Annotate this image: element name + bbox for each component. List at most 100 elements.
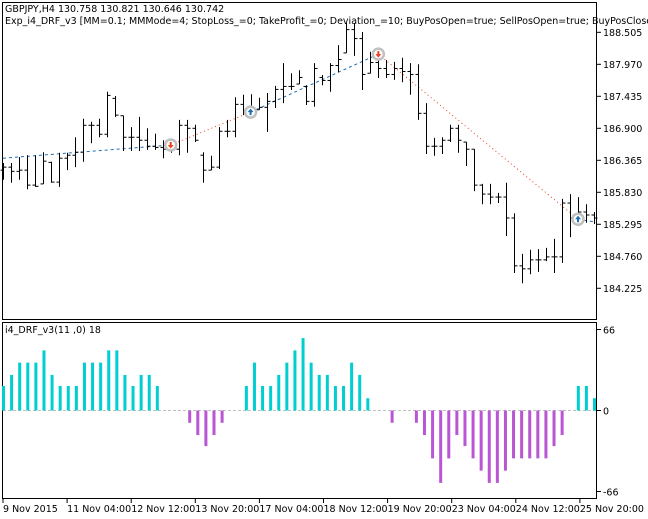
ohlc-bar	[296, 70, 303, 85]
ohlc-bar	[288, 73, 295, 91]
price-tick-label: 185.295	[603, 220, 642, 231]
ohlc-bar	[256, 97, 263, 111]
ohlc-bar	[359, 31, 366, 91]
histogram-bar	[584, 385, 588, 411]
time-label: 18 Nov 12:00	[324, 504, 388, 515]
histogram-bar	[503, 410, 507, 471]
ohlc-bar	[136, 116, 143, 152]
histogram-bar	[188, 410, 192, 423]
time-label: 11 Nov 04:00	[67, 504, 131, 515]
buy-arrow-icon	[571, 212, 585, 226]
histogram-bar	[26, 362, 30, 411]
ohlc-bar	[144, 128, 151, 150]
ohlc-bar	[551, 238, 558, 274]
ohlc-bar	[527, 249, 534, 275]
histogram-bar	[74, 385, 78, 411]
histogram-bar	[277, 374, 281, 411]
histogram-bar	[34, 362, 38, 411]
ohlc-bar	[72, 137, 79, 168]
histogram-bar	[333, 385, 337, 411]
ohlc-bar	[591, 212, 598, 224]
indicator-tick-label: -66	[603, 488, 619, 499]
sell-arrow-icon	[163, 138, 178, 152]
histogram-bar	[528, 410, 532, 459]
histogram-bar	[495, 410, 499, 483]
time-label: 12 Nov 12:00	[131, 504, 195, 515]
histogram-bar	[293, 350, 297, 411]
price-tick-label: 184.225	[603, 284, 642, 295]
histogram-bar	[115, 350, 119, 411]
ohlc-bar	[40, 152, 47, 185]
histogram-bar	[269, 385, 273, 411]
ohlc-bar	[319, 75, 326, 86]
ohlc-bar	[16, 156, 23, 180]
arrow-glyph	[167, 142, 174, 149]
ohlc-bar	[192, 124, 199, 143]
histogram-bar	[244, 385, 248, 411]
ohlc-bar	[112, 95, 119, 117]
ohlc-bar	[272, 85, 279, 108]
ohlc-bar	[200, 152, 207, 183]
price-panel-frame	[2, 2, 597, 320]
histogram-bar	[261, 385, 265, 411]
histogram-bar	[212, 410, 216, 436]
symbol-info: GBPJPY,H4 130.758 130.821 130.646 130.74…	[5, 4, 225, 15]
ohlc-bar	[311, 63, 318, 107]
price-tick-label: 184.760	[603, 252, 642, 263]
time-label: 13 Nov 20:00	[195, 504, 259, 515]
ohlc-bar	[431, 137, 438, 156]
histogram-bar	[350, 362, 354, 411]
histogram-bar	[58, 385, 62, 411]
indicator-tick-label: 0	[603, 407, 609, 418]
ohlc-bar	[367, 51, 374, 74]
histogram-bar	[285, 362, 289, 411]
histogram-bar	[439, 410, 443, 483]
ohlc-bar	[463, 141, 470, 166]
ohlc-bar	[455, 124, 462, 153]
histogram-bar	[431, 410, 435, 459]
histogram-bar	[66, 385, 70, 411]
time-label: 24 Nov 12:00	[516, 504, 580, 515]
ohlc-bar	[351, 23, 358, 56]
ohlc-bar	[208, 155, 215, 171]
buy-arrow-icon	[243, 105, 258, 119]
histogram-bar	[220, 410, 224, 423]
histogram-bar	[544, 410, 548, 459]
histogram-bar	[576, 385, 580, 411]
arrow-glyph	[375, 51, 382, 58]
ohlc-bar	[224, 119, 231, 138]
ohlc-bar	[439, 137, 446, 155]
histogram-bar	[196, 410, 200, 436]
time-label: 19 Nov 20:00	[388, 504, 452, 515]
price-tick-label: 186.900	[603, 124, 642, 135]
ohlc-bar	[487, 183, 494, 205]
ohlc-bar	[479, 183, 486, 205]
histogram-bar	[512, 410, 516, 459]
histogram-bar	[536, 410, 540, 459]
histogram-bar	[479, 410, 483, 471]
sell-arrow-icon	[371, 47, 386, 61]
histogram-bar	[123, 374, 127, 411]
ohlc-bar	[583, 204, 590, 223]
ohlc-bar	[32, 155, 39, 187]
histogram-bar	[487, 410, 491, 483]
histogram-bar	[18, 362, 22, 411]
price-tick-label: 187.970	[603, 60, 642, 71]
ohlc-bar	[543, 247, 550, 262]
histogram-bar	[552, 410, 556, 447]
ohlc-bar	[383, 60, 390, 79]
arrow-glyph	[575, 215, 582, 223]
histogram-bar	[82, 362, 86, 411]
histogram-bar	[520, 410, 524, 459]
ohlc-bar	[399, 57, 406, 83]
ohlc-bar	[415, 64, 422, 120]
ohlc-bar	[8, 162, 15, 183]
price-tick-label: 186.365	[603, 156, 642, 167]
ohlc-bar	[535, 249, 542, 272]
ohlc-bar	[216, 127, 223, 169]
ohlc-bar	[176, 119, 183, 156]
ohlc-bar	[128, 127, 135, 152]
price-tick-label: 188.505	[603, 28, 642, 39]
